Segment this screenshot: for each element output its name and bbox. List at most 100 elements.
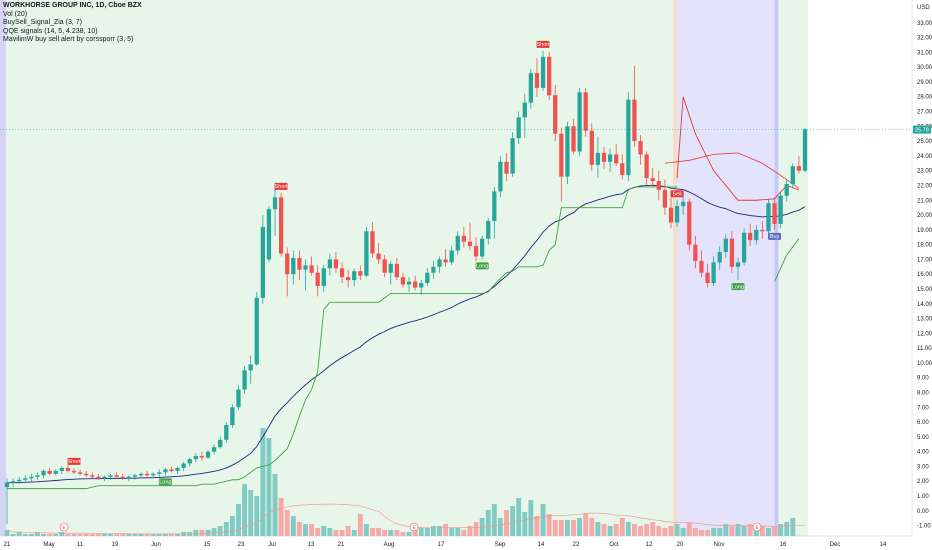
candle-body bbox=[345, 277, 351, 281]
y-tick-label: 28.00 bbox=[917, 95, 932, 101]
volume-bar bbox=[741, 526, 747, 536]
candle-body bbox=[729, 238, 735, 267]
candle-body bbox=[486, 220, 491, 239]
volume-bar bbox=[132, 534, 138, 536]
candle-body bbox=[309, 265, 314, 273]
volume-bar bbox=[516, 498, 522, 536]
volume-bar bbox=[461, 530, 467, 536]
candle-body bbox=[760, 229, 765, 232]
candle-body bbox=[711, 262, 716, 284]
signal-badge bbox=[670, 190, 684, 198]
candle-body bbox=[510, 138, 515, 174]
candle bbox=[65, 464, 71, 473]
volume-bar bbox=[382, 530, 388, 536]
candle bbox=[492, 186, 497, 239]
candle bbox=[796, 155, 802, 174]
candle-body bbox=[681, 201, 686, 207]
candle-body bbox=[437, 259, 442, 267]
earnings-circle bbox=[752, 522, 762, 532]
candle bbox=[187, 457, 192, 467]
volume-bar bbox=[583, 514, 589, 536]
candle-body bbox=[291, 257, 296, 275]
candle bbox=[766, 198, 771, 236]
signal-label-short: Short bbox=[275, 182, 289, 190]
candle bbox=[735, 257, 741, 281]
volume-bar bbox=[711, 528, 717, 536]
candle bbox=[364, 226, 369, 278]
candle-body bbox=[687, 201, 692, 245]
qqe-indicator-label[interactable]: QQE signals (14, 5, 4.238, 10) bbox=[3, 27, 98, 35]
signal-text: Sell bbox=[672, 192, 681, 198]
volume-bar bbox=[674, 524, 680, 536]
x-tick-label: 22 bbox=[573, 542, 580, 548]
candle bbox=[723, 234, 728, 258]
volume-bar bbox=[278, 498, 284, 536]
candle-body bbox=[449, 250, 454, 263]
candle-body bbox=[400, 277, 406, 285]
volume-bar bbox=[217, 526, 223, 536]
volume-bar bbox=[571, 520, 576, 536]
volume-bar bbox=[552, 520, 558, 536]
mavilimw-indicator-label[interactable]: MavilimW buy sell alert by corssporr (3,… bbox=[3, 36, 134, 43]
candle-body bbox=[778, 195, 783, 224]
candle bbox=[144, 470, 150, 477]
symbol-title[interactable]: WORKHORSE GROUP INC, 1D, Cboe BZX bbox=[3, 2, 142, 9]
candle-body bbox=[266, 209, 272, 260]
volume-bar bbox=[296, 522, 302, 536]
candle bbox=[59, 466, 64, 474]
candle bbox=[425, 268, 430, 287]
y-tick-label: 23.00 bbox=[917, 169, 932, 175]
candle bbox=[4, 478, 10, 525]
buysell-indicator-label[interactable]: BuySell_Signal_Zia (3, 7) bbox=[3, 19, 82, 26]
candle-body bbox=[230, 407, 235, 426]
candle bbox=[278, 192, 284, 257]
x-tick-label: Aug bbox=[384, 542, 395, 548]
x-tick-label: 17 bbox=[438, 542, 445, 548]
candle-body bbox=[358, 271, 363, 276]
candle bbox=[437, 256, 442, 273]
candle-body bbox=[71, 470, 77, 473]
y-tick-label: 16.00 bbox=[917, 272, 932, 278]
trailing-stop-line-long bbox=[7, 186, 678, 490]
candle bbox=[601, 147, 607, 170]
candle-body bbox=[674, 206, 680, 223]
volume-bar bbox=[540, 504, 546, 536]
price-tag bbox=[913, 125, 931, 134]
candle-body bbox=[236, 389, 241, 408]
candle bbox=[47, 467, 52, 476]
candle-body bbox=[285, 253, 290, 275]
candle bbox=[419, 280, 424, 295]
volume-bar bbox=[759, 526, 765, 536]
y-tick-label: 17.00 bbox=[917, 257, 932, 263]
candle bbox=[376, 243, 381, 264]
candle bbox=[77, 469, 83, 476]
candle bbox=[309, 256, 314, 276]
x-tick-label: 21 bbox=[338, 542, 345, 548]
candle bbox=[717, 246, 722, 270]
candle-body bbox=[601, 152, 607, 162]
candle-body bbox=[790, 166, 795, 184]
volume-indicator-label[interactable]: Vol (20) bbox=[3, 10, 28, 18]
y-tick-label: 21.00 bbox=[917, 198, 932, 204]
volume-bar bbox=[284, 510, 290, 536]
candle bbox=[333, 252, 339, 273]
candle-body bbox=[480, 238, 485, 257]
candle-body bbox=[589, 130, 594, 165]
volume-bar bbox=[242, 484, 248, 536]
candle-body bbox=[455, 235, 460, 251]
candle bbox=[285, 247, 290, 297]
signal-text: Short bbox=[275, 184, 289, 190]
candle bbox=[534, 58, 540, 97]
candle-body bbox=[577, 92, 582, 152]
candle bbox=[266, 206, 272, 263]
volume-bar bbox=[309, 524, 315, 536]
candle bbox=[565, 121, 570, 184]
candle-body bbox=[571, 126, 576, 152]
candle-body bbox=[693, 244, 698, 261]
volume-bar bbox=[351, 530, 357, 536]
volume-bar bbox=[437, 526, 442, 536]
volume-bar bbox=[223, 522, 229, 536]
candle-body bbox=[90, 475, 95, 477]
candle-body bbox=[321, 268, 326, 287]
